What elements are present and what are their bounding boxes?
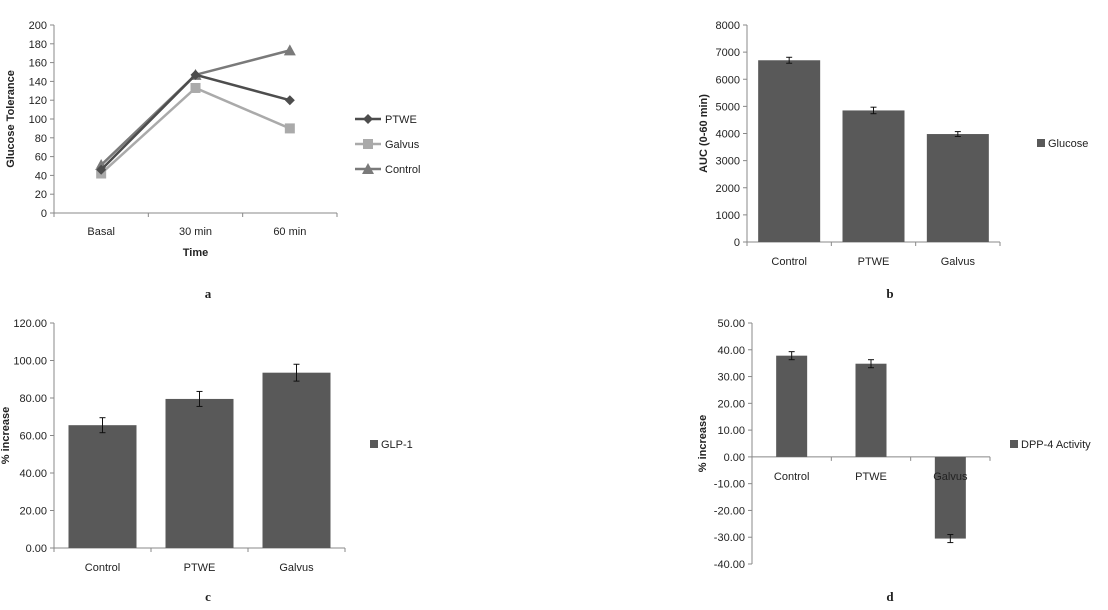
- y-tick-label: -10.00: [714, 479, 745, 491]
- y-tick-label: 6000: [716, 74, 740, 86]
- y-tick-label: 0.00: [26, 543, 47, 555]
- y-tick-label: -20.00: [714, 505, 745, 517]
- bar: [68, 425, 137, 548]
- legend-label: PTWE: [385, 114, 417, 126]
- bar: [165, 398, 234, 548]
- legend-label: GLP-1: [381, 439, 413, 451]
- x-tick-label: 60 min: [273, 226, 306, 238]
- y-tick-label: -30.00: [714, 532, 745, 544]
- x-tick-label: Control: [771, 256, 806, 268]
- y-tick-label: 100: [29, 114, 47, 126]
- legend-entry: DPP-4 Activity: [1010, 439, 1091, 451]
- y-tick-label: 7000: [716, 47, 740, 59]
- x-axis-title: Time: [183, 247, 208, 259]
- chart-a: 0 20 40 60 80 100 120 140 160 180 200 Glucose Toler…: [5, 20, 420, 301]
- x-tick-label: Control: [85, 562, 120, 574]
- x-tick-label: Basal: [87, 226, 115, 238]
- bar: [926, 134, 989, 242]
- y-tick-label: 1000: [716, 210, 740, 222]
- legend-entry: GLP-1: [370, 439, 413, 451]
- y-tick-label: 180: [29, 39, 47, 51]
- chart-c: 0.00 20.00 40.00 60.00 80.00 100.00 120.00 % in…: [0, 318, 413, 604]
- y-tick-label: 20.00: [717, 398, 745, 410]
- series-ptwe: [96, 69, 295, 175]
- y-tick-label: 50.00: [717, 318, 745, 330]
- y-tick-label: 60.00: [19, 431, 47, 443]
- legend-entry: Galvus: [355, 139, 420, 151]
- y-axis-title: AUC (0-60 min): [698, 94, 710, 173]
- legend-marker: [362, 163, 374, 174]
- y-tick-label: 8000: [716, 20, 740, 32]
- y-axis-title: Glucose Tolerance: [5, 70, 17, 168]
- legend-entry: PTWE: [355, 114, 417, 126]
- y-tick-label: 0: [734, 237, 740, 249]
- series-galvus: [96, 82, 295, 179]
- x-tick-label: Galvus: [933, 471, 968, 483]
- data-point: [283, 44, 296, 56]
- y-tick-label: 2000: [716, 183, 740, 195]
- y-tick-label: 40.00: [717, 345, 745, 357]
- x-tick-label: Galvus: [279, 562, 314, 574]
- y-tick-label: -40.00: [714, 559, 745, 571]
- legend-swatch: [1037, 139, 1045, 147]
- y-tick-label: 80.00: [19, 393, 47, 405]
- y-tick-label: 160: [29, 58, 47, 70]
- y-tick-label: 120: [29, 95, 47, 107]
- bar: [842, 110, 905, 242]
- x-tick-label: PTWE: [858, 256, 890, 268]
- legend-entry: Glucose: [1037, 138, 1088, 150]
- y-axis-title: % increase: [0, 407, 12, 464]
- data-point: [190, 82, 201, 93]
- y-tick-label: 100.00: [13, 356, 47, 368]
- x-tick-label: PTWE: [855, 471, 887, 483]
- y-tick-label: 0.00: [724, 452, 745, 464]
- y-tick-label: 30.00: [717, 372, 745, 384]
- data-point: [284, 123, 295, 134]
- legend-swatch: [1010, 440, 1018, 448]
- series-line: [100, 86, 291, 175]
- bar: [776, 355, 808, 457]
- x-tick-label: PTWE: [184, 562, 216, 574]
- chart-b: 0 1000 2000 3000 4000 5000 6000 7000 8000 AUC (0-…: [698, 20, 1088, 301]
- legend-label: Control: [385, 164, 420, 176]
- y-tick-label: 20.00: [19, 506, 47, 518]
- y-tick-label: 4000: [716, 129, 740, 141]
- legend-swatch: [370, 440, 378, 448]
- y-tick-label: 40.00: [19, 468, 47, 480]
- y-tick-label: 40: [35, 170, 47, 182]
- x-tick-label: Control: [774, 471, 809, 483]
- y-tick-label: 60: [35, 152, 47, 164]
- chart-d: -40.00 -30.00 -20.00 -10.00 0.00 10.00 20.00 30…: [697, 318, 1091, 604]
- legend-label: Glucose: [1048, 138, 1088, 150]
- legend-marker: [363, 114, 373, 124]
- legend-marker: [363, 139, 373, 149]
- bar: [262, 372, 331, 548]
- legend-label: Galvus: [385, 139, 420, 151]
- y-tick-label: 10.00: [717, 425, 745, 437]
- legend-entry: Control: [355, 163, 420, 176]
- y-tick-label: 140: [29, 76, 47, 88]
- bar: [758, 60, 821, 243]
- bar: [934, 456, 966, 539]
- y-tick-label: 20: [35, 189, 47, 201]
- y-tick-label: 0: [41, 208, 47, 220]
- bar: [855, 363, 887, 457]
- legend-label: DPP-4 Activity: [1021, 439, 1091, 451]
- y-axis-title: % increase: [697, 415, 709, 472]
- data-point: [96, 164, 107, 175]
- x-tick-label: 30 min: [179, 226, 212, 238]
- x-tick-label: Galvus: [941, 256, 976, 268]
- y-tick-label: 120.00: [13, 318, 47, 330]
- data-point: [190, 69, 201, 80]
- data-point: [284, 95, 295, 106]
- panel-label: c: [205, 589, 211, 604]
- y-tick-label: 80: [35, 133, 47, 145]
- panel-label: b: [886, 286, 893, 301]
- panel-label: d: [886, 589, 894, 604]
- y-tick-label: 200: [29, 20, 47, 32]
- y-tick-label: 3000: [716, 156, 740, 168]
- panel-label: a: [205, 286, 212, 301]
- y-tick-label: 5000: [716, 101, 740, 113]
